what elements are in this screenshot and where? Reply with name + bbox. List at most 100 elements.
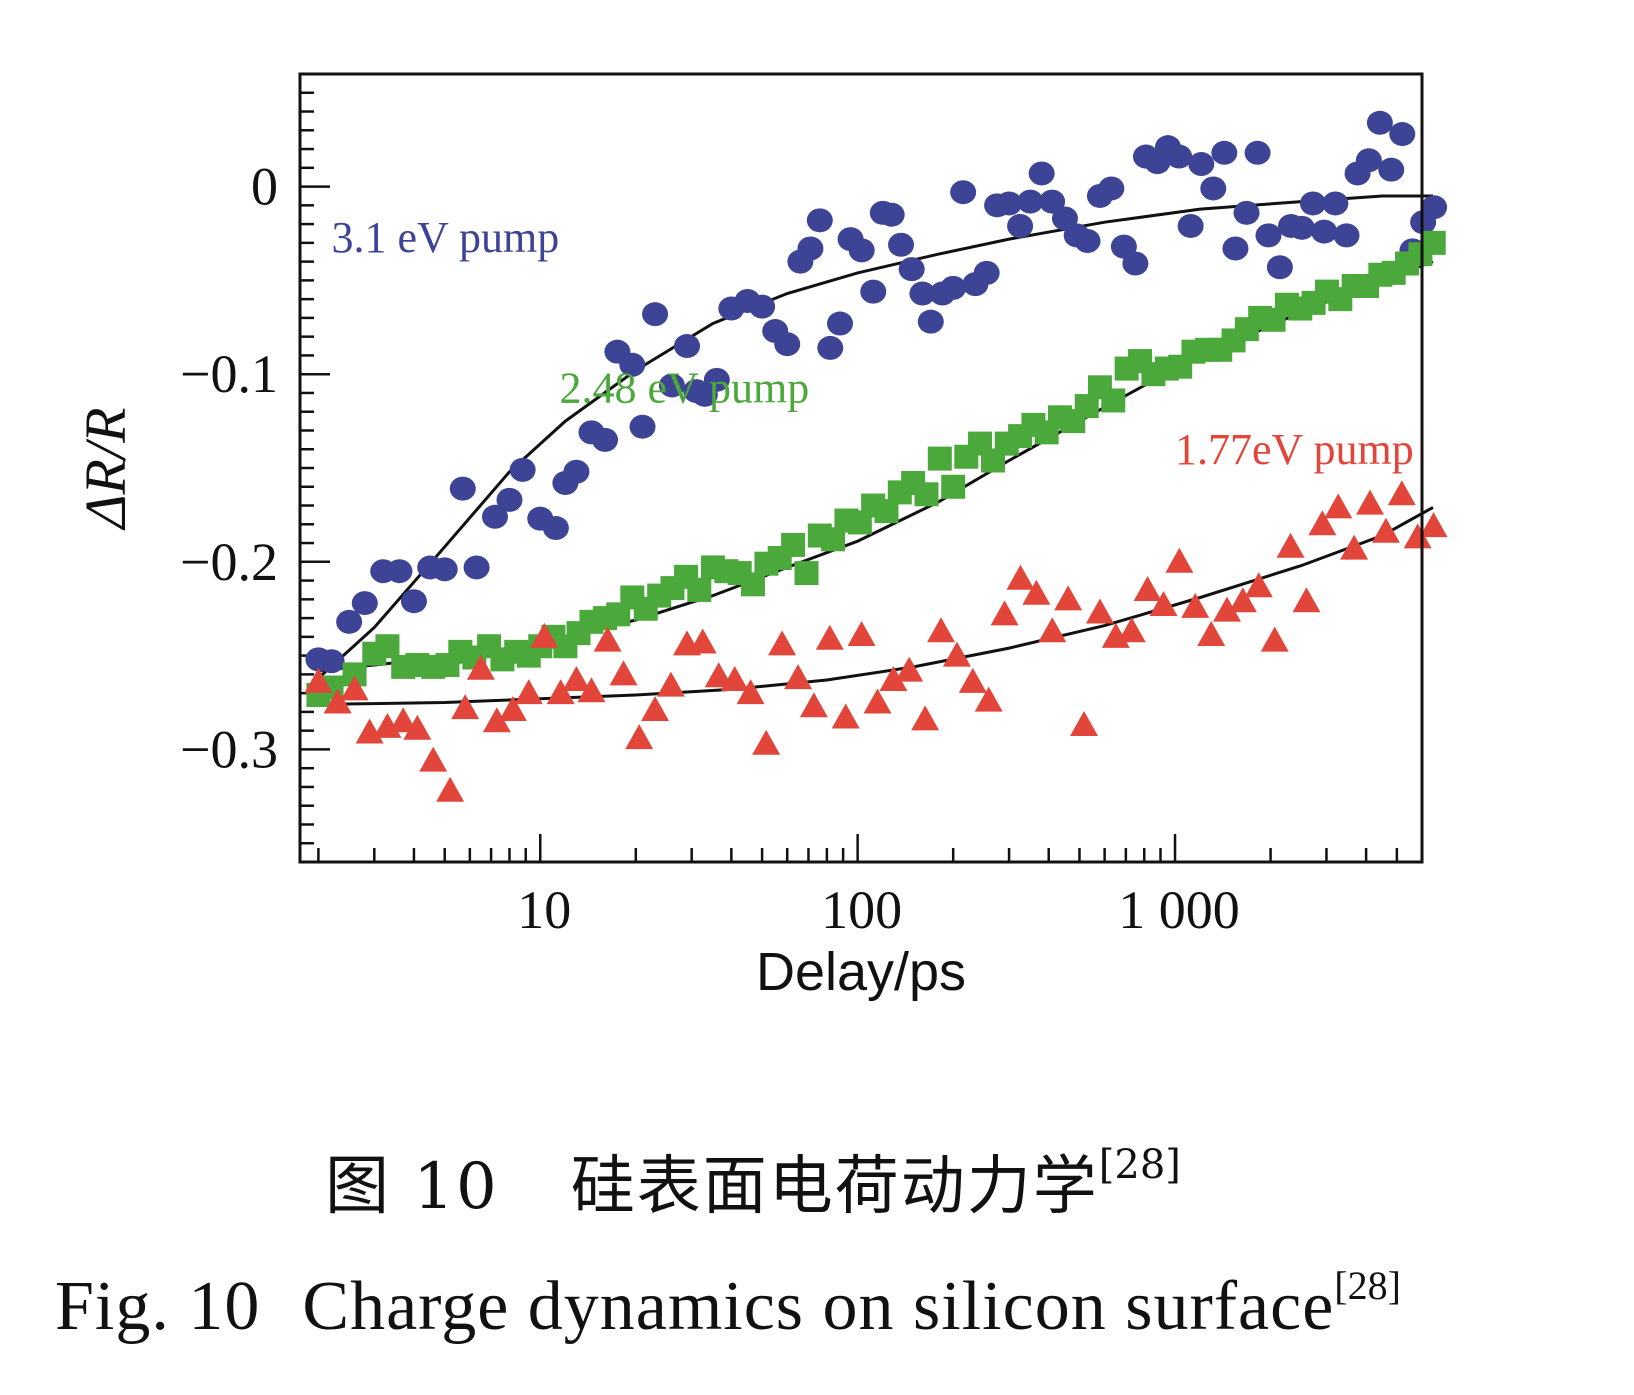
y-tick-label: −0.1 bbox=[180, 344, 278, 404]
data-point-triangle bbox=[641, 696, 670, 722]
data-point-circle bbox=[1311, 219, 1338, 244]
data-point-circle bbox=[817, 335, 844, 360]
data-point-circle bbox=[1122, 251, 1149, 276]
y-axis-title: ΔR/R bbox=[73, 407, 138, 530]
data-point-triangle bbox=[1022, 579, 1051, 605]
data-point-circle bbox=[336, 609, 363, 634]
caption-en-citation: [28] bbox=[1334, 1263, 1401, 1308]
chart: 0 −0.1 −0.2 −0.3 10 100 1 000 Delay/ps ΔR/R 3.… bbox=[73, 72, 1448, 1002]
data-point-circle bbox=[1188, 152, 1215, 177]
data-point-circle bbox=[1244, 140, 1271, 165]
data-point-triangle bbox=[656, 671, 685, 697]
caption-cn-prefix: 图 10 bbox=[325, 1150, 499, 1224]
data-point-circle bbox=[1299, 191, 1326, 216]
data-point-triangle bbox=[1403, 523, 1432, 549]
data-point-circle bbox=[797, 236, 824, 261]
data-point-circle bbox=[1074, 228, 1101, 253]
data-point-circle bbox=[351, 591, 378, 616]
data-point-square bbox=[927, 446, 952, 471]
data-point-triangle bbox=[625, 724, 654, 750]
data-point-triangle bbox=[577, 677, 606, 703]
data-point-square bbox=[1421, 230, 1446, 255]
data-point-triangle bbox=[895, 656, 924, 682]
data-point-circle bbox=[1389, 122, 1416, 147]
data-point-square bbox=[874, 499, 899, 524]
data-point-square bbox=[1101, 388, 1126, 413]
data-point-circle bbox=[386, 559, 413, 584]
data-point-triangle bbox=[720, 666, 749, 692]
series-label: 1.77eV pump bbox=[1175, 425, 1414, 474]
y-tick-label: 0 bbox=[251, 157, 278, 217]
data-point-circle bbox=[1222, 236, 1249, 261]
caption-cn-citation: [28] bbox=[1098, 1142, 1181, 1188]
data-point-triangle bbox=[863, 688, 892, 714]
data-point-circle bbox=[642, 302, 669, 327]
data-point-triangle bbox=[1133, 575, 1162, 601]
data-point-triangle bbox=[831, 703, 860, 729]
data-point-circle bbox=[749, 294, 776, 319]
data-point-triangle bbox=[1419, 512, 1448, 538]
data-point-circle bbox=[629, 414, 656, 439]
data-point-circle bbox=[1266, 255, 1293, 280]
data-points bbox=[304, 110, 1448, 802]
series-label: 3.1 eV pump bbox=[332, 213, 560, 262]
x-tick-label: 100 bbox=[821, 880, 902, 940]
data-point-triangle bbox=[879, 666, 908, 692]
data-point-square bbox=[914, 482, 939, 507]
data-point-circle bbox=[1177, 213, 1204, 238]
data-point-circle bbox=[674, 334, 701, 359]
data-point-circle bbox=[996, 191, 1023, 216]
data-point-triangle bbox=[1070, 711, 1099, 737]
x-tick-label: 1 000 bbox=[1118, 880, 1240, 940]
data-point-triangle bbox=[304, 667, 333, 693]
y-tick-label: −0.2 bbox=[180, 532, 278, 592]
series-label: 2.48 eV pump bbox=[560, 363, 810, 412]
data-point-triangle bbox=[958, 667, 987, 693]
data-point-circle bbox=[917, 309, 944, 334]
data-point-circle bbox=[592, 427, 619, 452]
data-point-circle bbox=[619, 352, 646, 377]
data-point-circle bbox=[658, 373, 685, 398]
data-point-triangle bbox=[1260, 626, 1289, 652]
plot-frame bbox=[298, 72, 1424, 864]
data-point-circle bbox=[318, 649, 345, 674]
data-point-triangle bbox=[1006, 564, 1035, 590]
tick-labels: 0 −0.1 −0.2 −0.3 10 100 1 000 bbox=[180, 157, 1240, 940]
data-point-circle bbox=[1017, 189, 1044, 214]
data-point-triangle bbox=[498, 696, 527, 722]
data-point-circle bbox=[1366, 110, 1393, 135]
data-point-triangle bbox=[436, 776, 465, 802]
data-point-square bbox=[740, 572, 765, 597]
data-point-triangle bbox=[340, 675, 369, 701]
data-point-triangle bbox=[815, 624, 844, 650]
data-point-square bbox=[781, 532, 806, 557]
data-point-triangle bbox=[1340, 534, 1369, 560]
data-point-square bbox=[794, 561, 819, 586]
caption-english: Fig. 10 Charge dynamics on silicon surfac… bbox=[55, 1262, 1634, 1347]
data-point-circle bbox=[1288, 215, 1315, 240]
x-axis-title: Delay/ps bbox=[756, 942, 966, 1002]
data-point-triangle bbox=[752, 729, 781, 755]
data-point-triangle bbox=[784, 664, 813, 690]
data-point-circle bbox=[888, 232, 915, 257]
data-point-triangle bbox=[974, 686, 1003, 712]
data-point-circle bbox=[1028, 161, 1055, 186]
data-point-circle bbox=[1355, 148, 1382, 173]
data-point-circle bbox=[1007, 213, 1034, 238]
data-point-circle bbox=[563, 459, 590, 484]
data-point-circle bbox=[431, 557, 458, 582]
data-point-triangle bbox=[1371, 517, 1400, 543]
caption-cn-text: 硅表面电荷动力学 bbox=[570, 1150, 1099, 1224]
data-point-triangle bbox=[1212, 596, 1241, 622]
data-point-triangle bbox=[403, 714, 432, 740]
data-point-triangle bbox=[482, 707, 511, 733]
data-point-square bbox=[687, 577, 712, 602]
data-point-triangle bbox=[514, 679, 543, 705]
data-point-circle bbox=[1233, 200, 1260, 225]
data-point-circle bbox=[481, 504, 508, 529]
data-point-triangle bbox=[736, 679, 765, 705]
data-point-circle bbox=[774, 332, 801, 357]
data-point-triangle bbox=[799, 692, 828, 718]
data-point-triangle bbox=[419, 746, 448, 772]
data-point-triangle bbox=[1197, 620, 1226, 646]
